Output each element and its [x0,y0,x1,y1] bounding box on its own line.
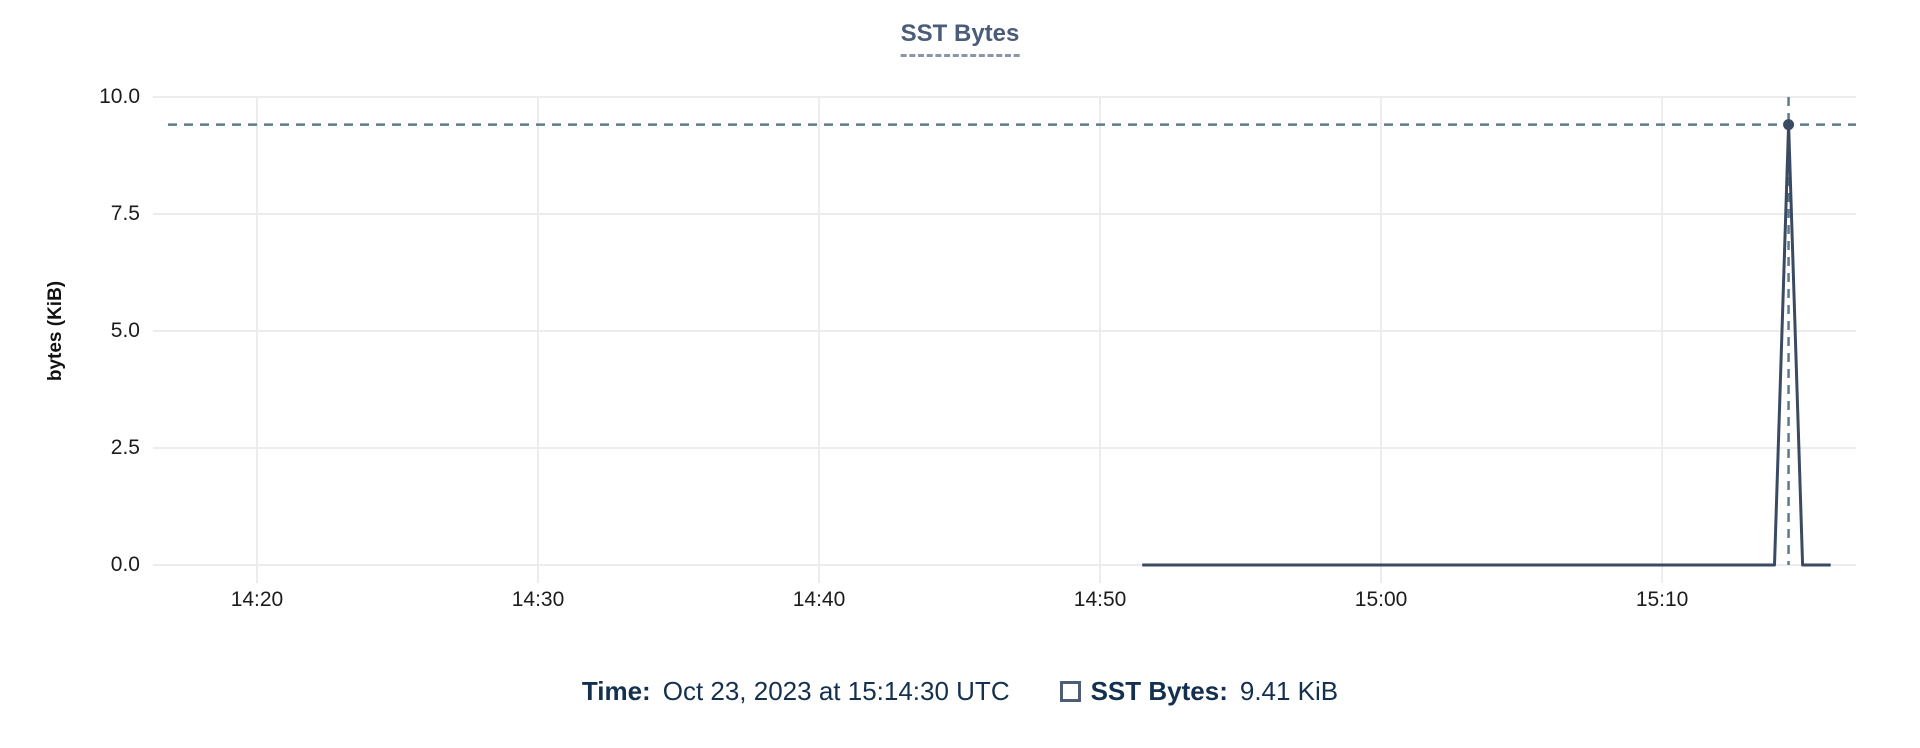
x-tick-label: 15:00 [1354,588,1408,611]
x-tick-label: 14:20 [230,588,284,611]
legend-checkbox-icon[interactable] [1059,681,1081,702]
y-tick-label: 2.5 [110,436,140,459]
x-tick-label: 15:10 [1635,588,1689,611]
y-tick-label: 7.5 [110,202,140,225]
x-tick-label: 14:30 [511,588,565,611]
time-readout-value: Oct 23, 2023 at 15:14:30 UTC [662,676,1010,706]
hover-readout: Time: Oct 23, 2023 at 15:14:30 UTC SST B… [0,676,1920,707]
y-tick-label: 0.0 [110,553,140,576]
series-readout: SST Bytes: 9.41 KiB [1059,676,1339,707]
series-readout-value: 9.41 KiB [1239,676,1339,706]
x-tick-label: 14:50 [1073,588,1127,611]
x-tick-label: 14:40 [792,588,846,611]
y-tick-label: 10.0 [99,85,140,108]
y-tick-label: 5.0 [110,319,140,342]
time-readout-label: Time: [581,676,651,706]
time-readout: Time: Oct 23, 2023 at 15:14:30 UTC [582,676,1010,707]
chart-plot-area[interactable] [0,0,1920,648]
chart-title[interactable]: SST Bytes [900,20,1020,57]
series-readout-label: SST Bytes: [1090,676,1228,706]
